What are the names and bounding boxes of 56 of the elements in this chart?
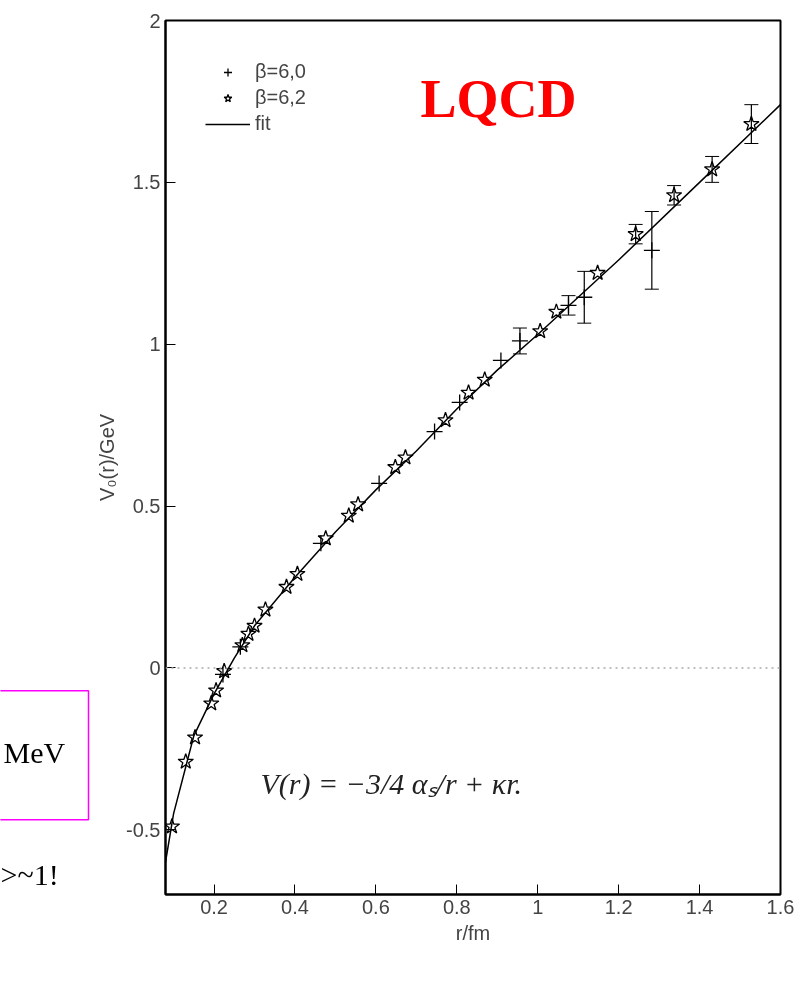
point: [214, 665, 232, 684]
y-axis-title: V₀(r)/GeV: [96, 413, 119, 502]
point: [340, 507, 358, 523]
point: [387, 458, 404, 475]
y-tick-label: 1: [149, 333, 161, 356]
annotation: LQCD: [420, 68, 577, 129]
point: [575, 288, 593, 306]
point: [548, 303, 565, 319]
y-tick-label: 0: [149, 656, 161, 679]
y-tick-label: 1.5: [132, 171, 161, 194]
point: [177, 753, 194, 769]
x-tick-label: 1.2: [604, 895, 633, 918]
point: [165, 817, 181, 834]
y-tick-label: -0.5: [126, 818, 161, 841]
point: [476, 371, 493, 387]
annotation: V(r) = −3/4 αₛ/r + κr.: [260, 766, 523, 801]
x-tick-label: 0.4: [281, 895, 309, 918]
point: [589, 264, 606, 281]
point: [202, 694, 220, 711]
point: [492, 351, 510, 370]
x-tick-label: 1: [532, 895, 544, 918]
x-tick-label: 1.6: [766, 895, 795, 918]
legend-label: fit: [255, 112, 272, 135]
point: [425, 422, 444, 441]
text: MeV: [3, 736, 66, 770]
legend-label: β=6,0: [255, 60, 306, 83]
point: [703, 160, 721, 177]
y-tick-label: 0.5: [132, 495, 161, 518]
x-axis-title: r/fm: [455, 921, 491, 944]
x-tick-label: 0.8: [442, 895, 471, 918]
point: [349, 495, 367, 512]
x-tick-label: 0.2: [200, 895, 228, 918]
point: [317, 529, 334, 546]
point: [460, 384, 477, 400]
point: [437, 411, 454, 428]
point: [240, 625, 257, 642]
point: [257, 600, 274, 617]
point: [511, 332, 529, 350]
point: [451, 393, 469, 412]
y-tick-label: 2: [149, 9, 161, 32]
x-tick-label: 1.4: [685, 895, 714, 918]
x-tick-label: 0.6: [361, 895, 390, 918]
point: [289, 565, 306, 582]
point: [207, 681, 225, 698]
point: [186, 728, 204, 745]
point: [531, 322, 549, 339]
point: [397, 448, 414, 465]
point: [246, 617, 263, 633]
point: [743, 115, 760, 132]
point: [312, 534, 330, 552]
point: [215, 662, 233, 679]
point: [370, 474, 388, 493]
text: >~1!: [0, 858, 59, 892]
point: [278, 578, 295, 595]
legend-label: β=6,2: [255, 86, 306, 109]
point: [643, 241, 661, 259]
